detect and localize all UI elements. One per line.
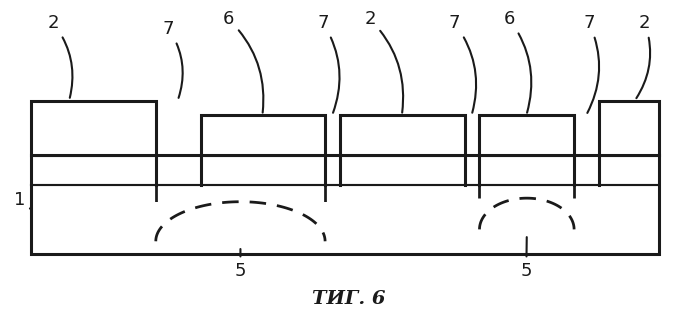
Text: 1: 1 bbox=[13, 191, 31, 210]
Text: 7: 7 bbox=[449, 14, 476, 113]
Text: 5: 5 bbox=[521, 237, 532, 280]
Bar bbox=[340, 115, 465, 155]
Text: 6: 6 bbox=[504, 10, 531, 113]
Bar bbox=[599, 100, 658, 155]
Text: 6: 6 bbox=[223, 10, 264, 113]
Text: ΤИГ. 6: ΤИГ. 6 bbox=[312, 290, 386, 308]
Text: 2: 2 bbox=[636, 14, 651, 98]
Text: 7: 7 bbox=[317, 14, 340, 113]
Text: 2: 2 bbox=[364, 10, 403, 113]
Bar bbox=[480, 115, 574, 155]
Bar bbox=[31, 155, 658, 254]
Bar bbox=[31, 100, 156, 155]
Bar bbox=[201, 115, 325, 155]
Text: 2: 2 bbox=[48, 14, 73, 98]
Text: 7: 7 bbox=[163, 20, 182, 98]
Text: 5: 5 bbox=[235, 249, 246, 280]
Text: 7: 7 bbox=[583, 14, 599, 113]
